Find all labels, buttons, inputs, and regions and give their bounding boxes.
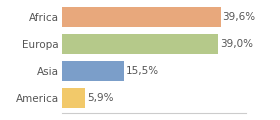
Bar xyxy=(62,7,221,27)
Text: 39,0%: 39,0% xyxy=(220,39,253,49)
Bar xyxy=(62,88,85,108)
Text: 39,6%: 39,6% xyxy=(222,12,255,22)
Text: 5,9%: 5,9% xyxy=(87,93,113,103)
Bar xyxy=(62,61,124,81)
Text: 15,5%: 15,5% xyxy=(125,66,158,76)
Bar xyxy=(62,34,218,54)
